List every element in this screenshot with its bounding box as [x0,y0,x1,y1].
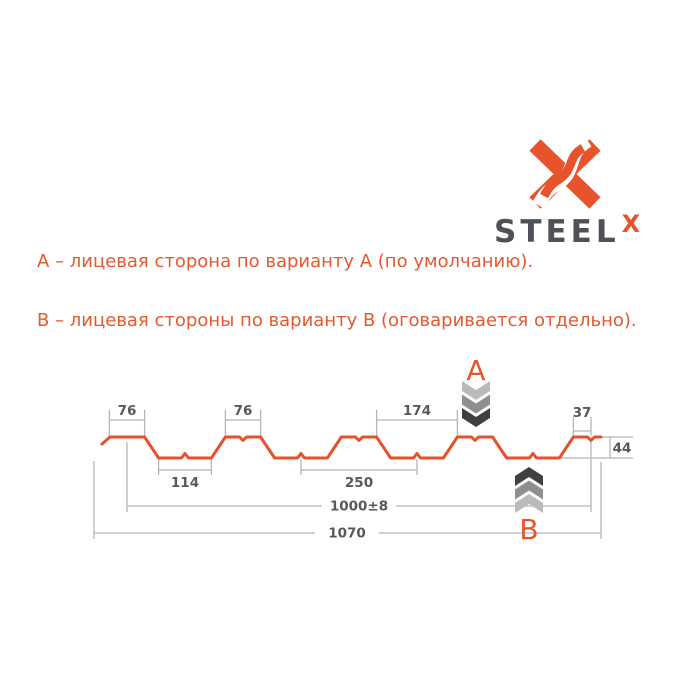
steelx-logo-icon [529,136,601,209]
dim-label-overall-width: 1070 [328,526,366,542]
dim-label-profile-height: 44 [613,441,632,457]
dim-label-valley-width: 114 [171,475,199,491]
side-b-label: B [519,513,538,546]
dim-label-crest-spacing: 174 [403,403,431,419]
dim-label-crest-width-mid: 76 [234,403,253,419]
dim-label-rib-pitch: 250 [345,475,373,491]
sheet-profile-line [100,435,603,460]
dimension-lines [93,410,633,539]
dim-label-crest-width-left: 76 [118,403,137,419]
brand-name: STEEL [494,214,620,250]
brand-wordmark: STEELX [494,210,640,250]
variant-a-note: А – лицевая сторона по варианту А (по ум… [37,251,534,272]
side-a-chevrons-down-icon [462,381,490,427]
profile-cross-section-drawing: 76 76 174 37 114 250 1000±8 1070 44 A B [93,354,633,546]
brand-superscript-x: X [621,210,641,238]
side-a-label: A [466,354,485,387]
side-b-chevrons-up-icon [515,467,543,513]
dim-label-useful-width: 1000±8 [330,499,388,515]
variant-b-note: В – лицевая стороны по варианту В (огова… [37,310,637,331]
dim-label-edge-lap-width: 37 [573,405,592,421]
logo-s-stroke [540,144,586,199]
